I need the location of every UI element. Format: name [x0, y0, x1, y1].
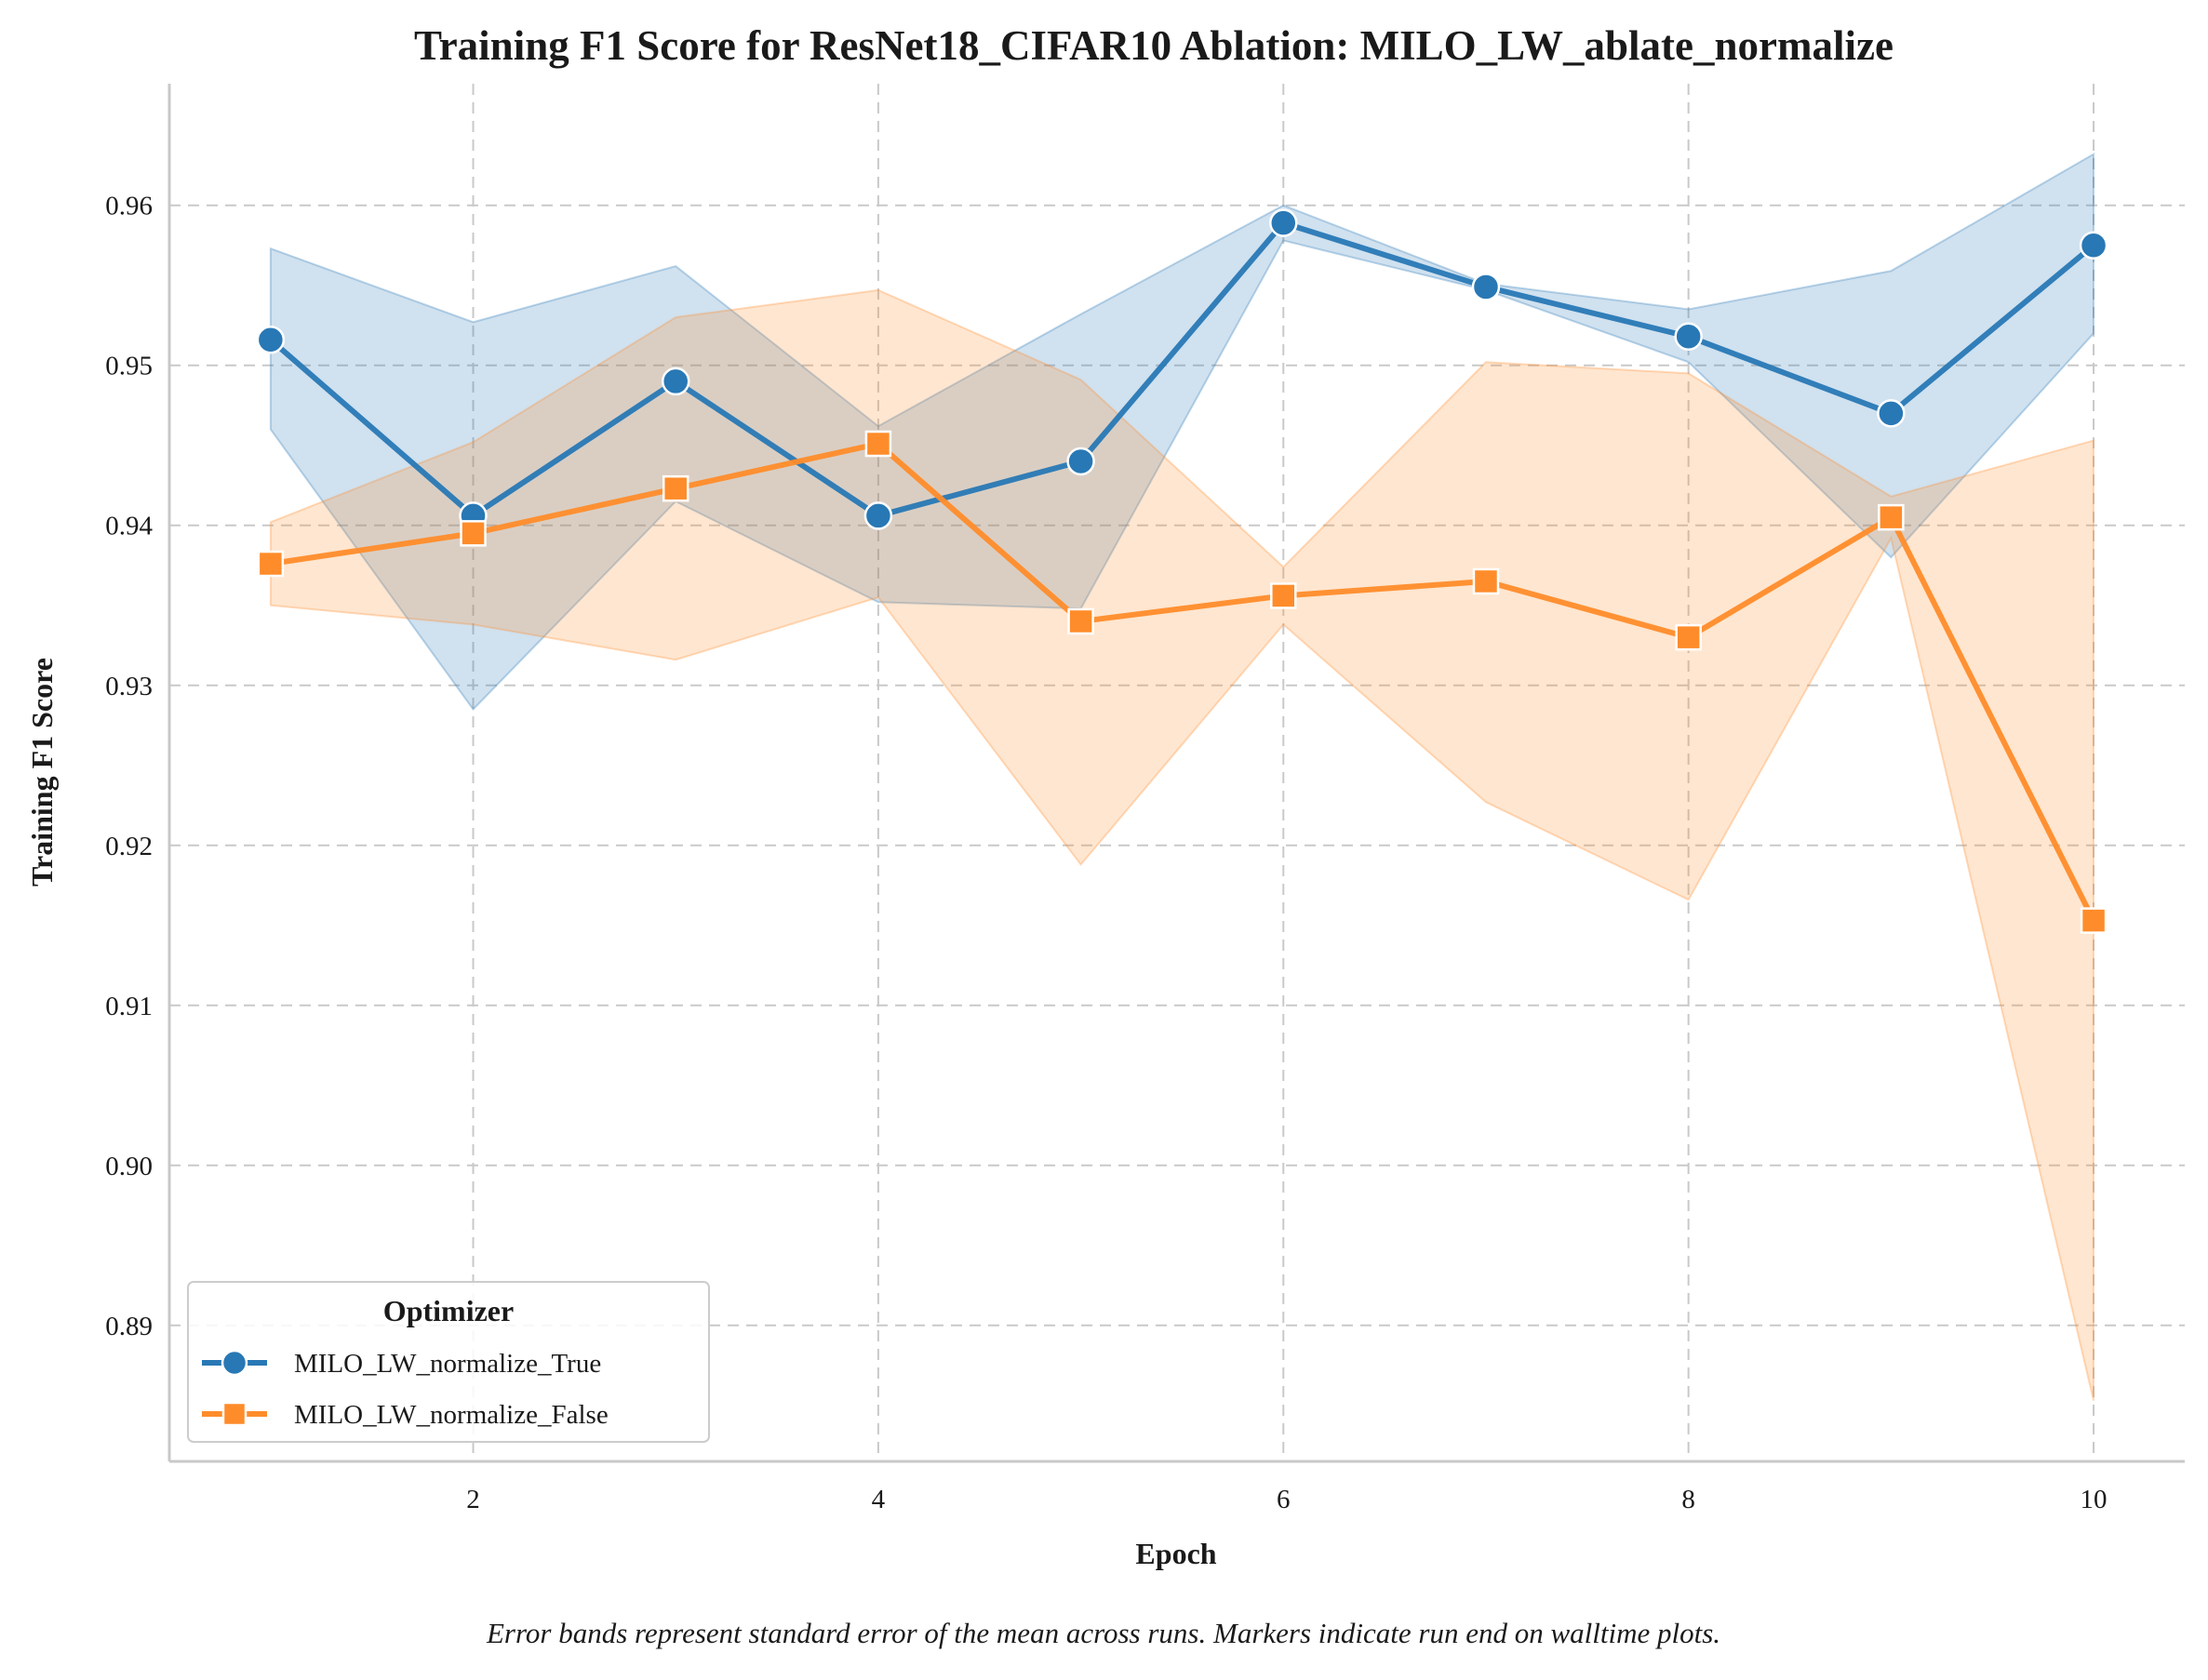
y-tick-label: 0.92	[105, 832, 153, 861]
data-point-MILO_LW_normalize_True	[1877, 399, 1906, 428]
data-point-MILO_LW_normalize_False	[662, 474, 689, 502]
x-tick-labels: 2 4 6 8 10	[466, 1485, 2107, 1514]
x-axis-label: Epoch	[1135, 1537, 1216, 1570]
y-tick-label: 0.93	[105, 672, 153, 701]
legend-label: MILO_LW_normalize_True	[294, 1349, 601, 1379]
data-point-MILO_LW_normalize_True	[1269, 208, 1298, 237]
data-point-MILO_LW_normalize_False	[257, 550, 285, 578]
x-tick-label: 8	[1681, 1485, 1695, 1514]
y-axis-label: Training F1 Score	[25, 658, 59, 887]
data-point-MILO_LW_normalize_True	[1066, 447, 1095, 476]
data-point-MILO_LW_normalize_True	[1471, 273, 1501, 301]
series-line-MILO_LW_normalize_False	[267, 441, 2097, 924]
error-band-layer	[269, 152, 2095, 1401]
legend-entries: MILO_LW_normalize_True MILO_LW_normalize_…	[202, 1349, 609, 1430]
y-tick-label: 0.89	[105, 1312, 153, 1341]
data-point-MILO_LW_normalize_False	[864, 430, 892, 458]
grid-layer	[169, 84, 2185, 1461]
y-tick-label: 0.90	[105, 1152, 153, 1181]
data-point-MILO_LW_normalize_False	[2080, 907, 2108, 934]
data-point-MILO_LW_normalize_True	[661, 367, 690, 396]
series-line-MILO_LW_normalize_True	[267, 220, 2097, 519]
error-band-MILO_LW_normalize_False	[269, 288, 2095, 1401]
legend-marker-MILO_LW_normalize_True	[221, 1349, 248, 1377]
data-point-MILO_LW_normalize_False	[460, 520, 487, 547]
chart-title: Training F1 Score for ResNet18_CIFAR10 A…	[414, 22, 1894, 69]
data-point-MILO_LW_normalize_True	[863, 501, 893, 530]
data-point-MILO_LW_normalize_True	[256, 325, 286, 354]
error-band-MILO_LW_normalize_True	[269, 152, 2095, 712]
x-tick-label: 4	[872, 1485, 886, 1514]
data-point-MILO_LW_normalize_True	[1674, 322, 1703, 352]
data-point-MILO_LW_normalize_False	[1472, 567, 1500, 595]
data-point-MILO_LW_normalize_True	[2079, 231, 2108, 260]
y-tick-label: 0.94	[105, 512, 153, 541]
data-point-MILO_LW_normalize_False	[1878, 503, 1905, 531]
data-point-MILO_LW_normalize_False	[1067, 607, 1094, 635]
data-point-MILO_LW_normalize_False	[1270, 582, 1297, 609]
x-tick-label: 10	[2081, 1485, 2108, 1514]
y-tick-labels: 0.89 0.90 0.91 0.92 0.93 0.94 0.95 0.96	[105, 192, 153, 1341]
legend-title: Optimizer	[383, 1294, 514, 1327]
x-tick-label: 2	[466, 1485, 480, 1514]
x-tick-label: 6	[1277, 1485, 1291, 1514]
data-point-MILO_LW_normalize_False	[1675, 623, 1702, 651]
legend: Optimizer MILO_LW_normalize_TrueMILO_LW_…	[187, 1281, 710, 1443]
marker-layer	[256, 208, 2108, 934]
series-line-layer	[267, 220, 2097, 924]
y-tick-label: 0.95	[105, 352, 153, 381]
y-tick-label: 0.96	[105, 192, 153, 221]
legend-marker-MILO_LW_normalize_False	[221, 1401, 248, 1427]
legend-box	[187, 1281, 710, 1443]
legend-label: MILO_LW_normalize_False	[294, 1400, 609, 1430]
y-tick-label: 0.91	[105, 992, 153, 1021]
chart-caption: Error bands represent standard error of …	[486, 1617, 1720, 1649]
